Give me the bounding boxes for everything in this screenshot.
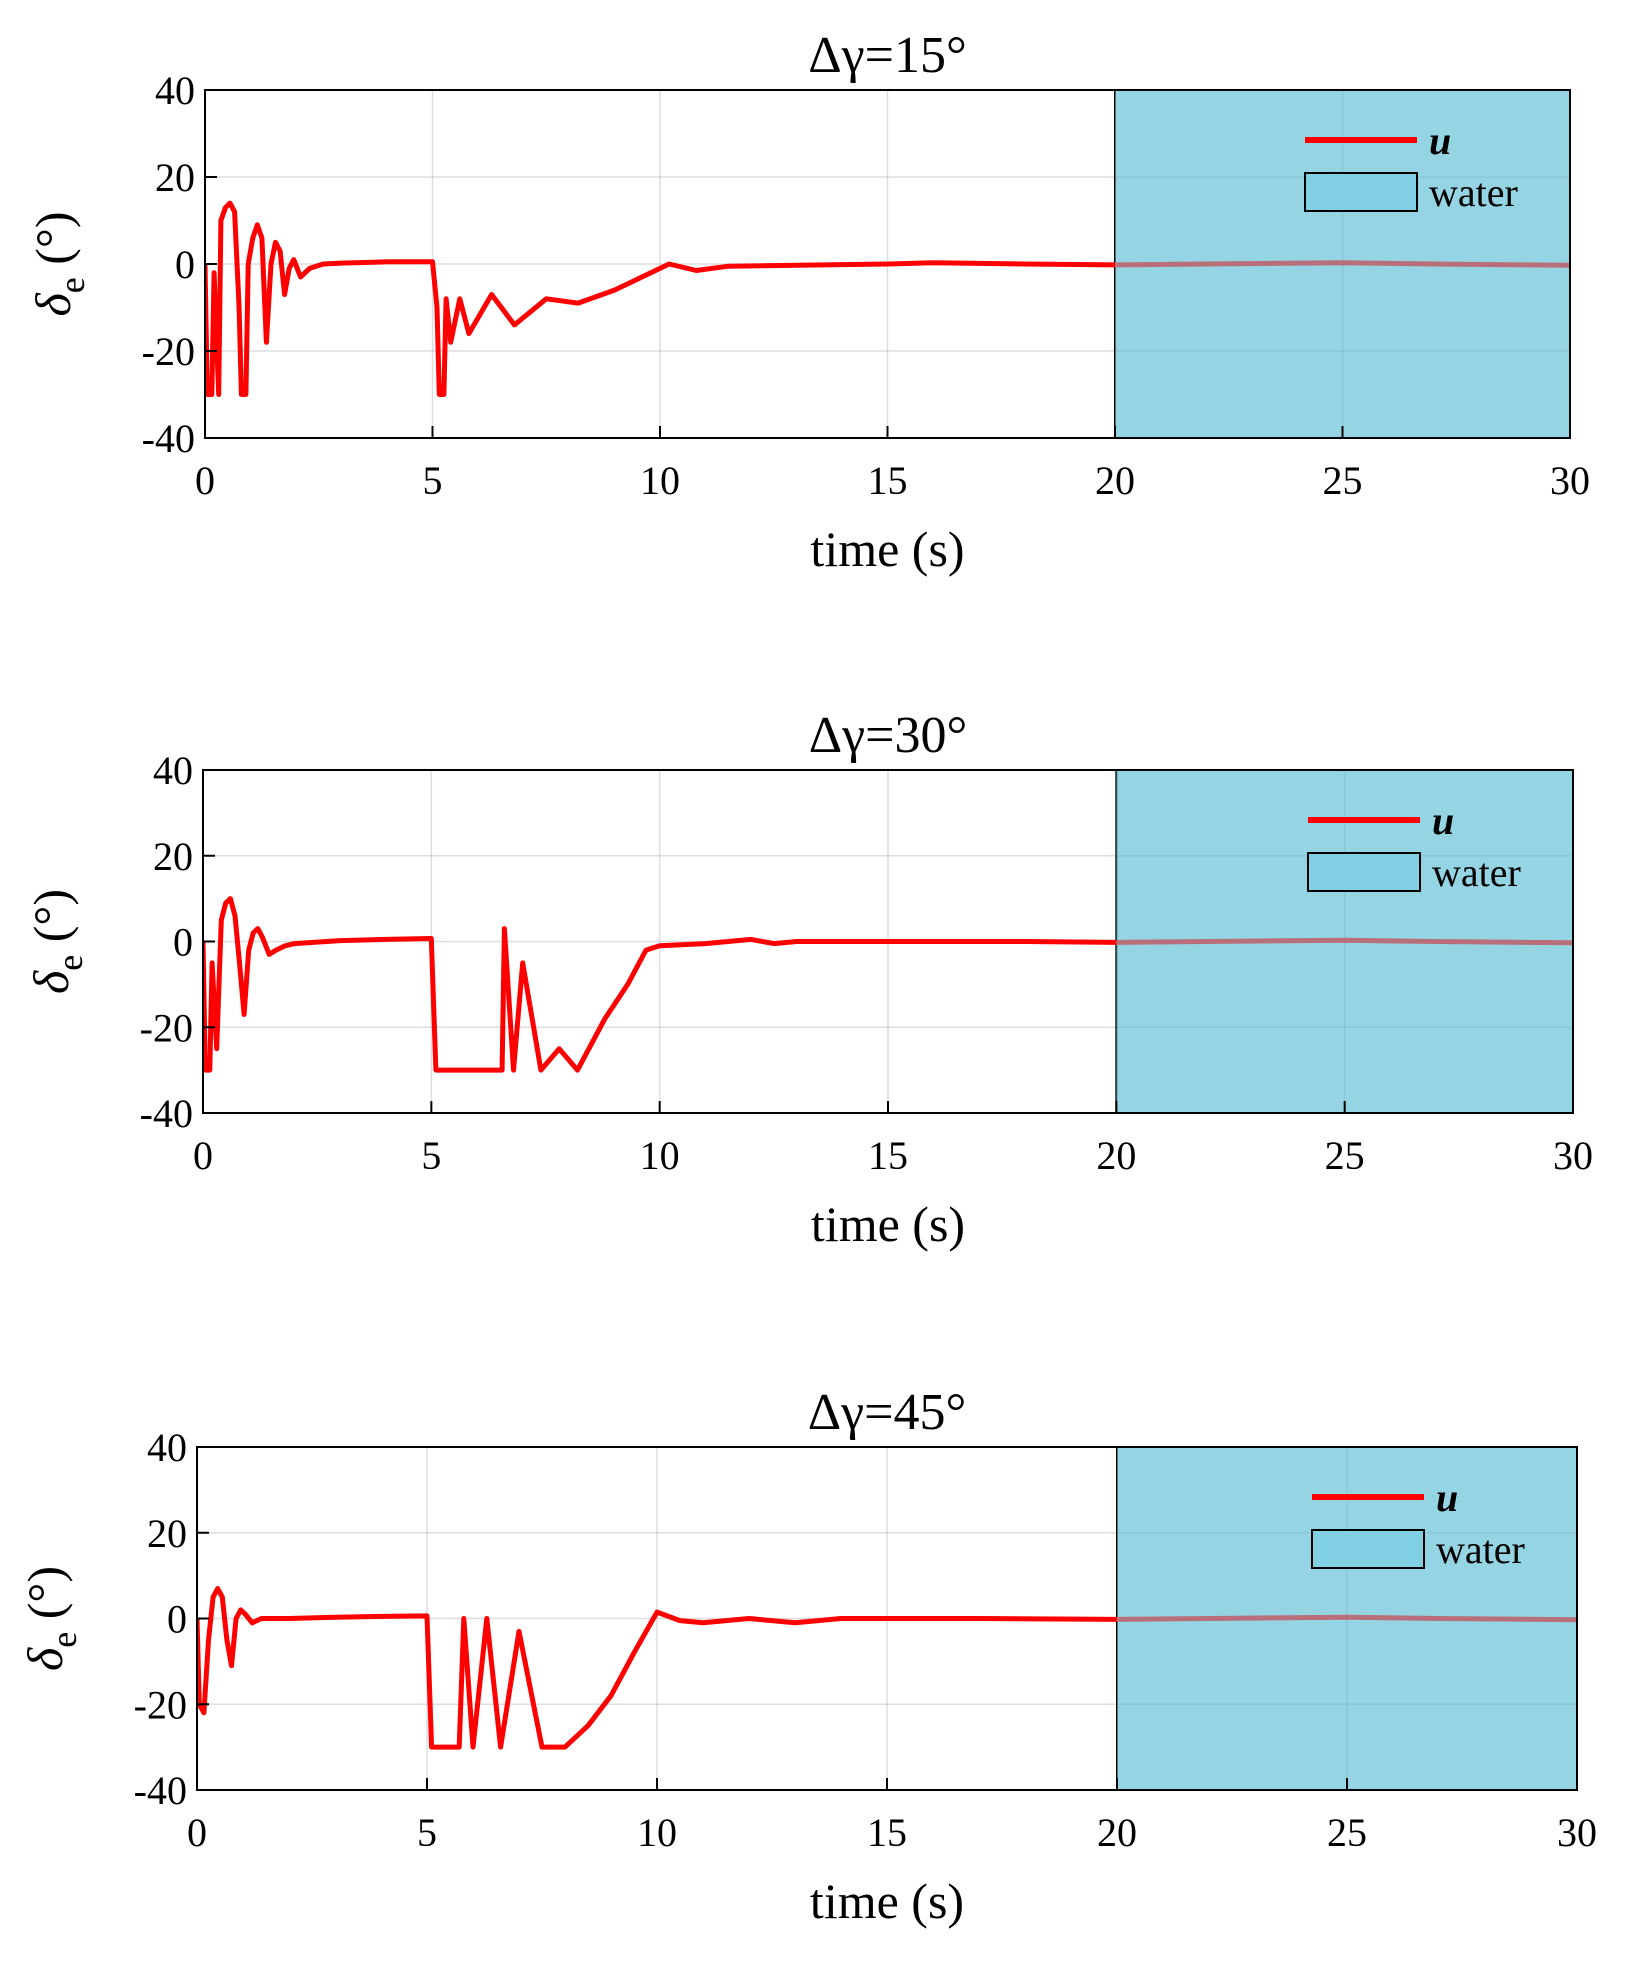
- chart-panel-3: 0 5 10 15 20 25 30 -40 -20 0 20 40 Δγ=45° time (s) δe …: [17, 1384, 1597, 1929]
- y-label-unit: (°): [17, 1566, 73, 1632]
- y-label-unit: (°): [23, 889, 79, 955]
- y-label-subscript: e: [52, 277, 92, 293]
- series-line-u: [205, 200, 1570, 397]
- legend-label-water: water: [1429, 170, 1518, 215]
- x-tick-label: 0: [193, 1133, 213, 1178]
- y-tick-label: -40: [142, 416, 195, 461]
- y-label-subscript: e: [50, 955, 90, 971]
- x-axis-label: time (s): [810, 1873, 964, 1929]
- y-tick-label: 0: [167, 1597, 187, 1642]
- x-tick-label: 15: [867, 1810, 907, 1855]
- legend-label-u: u: [1436, 1475, 1458, 1520]
- x-tick-label: 15: [868, 458, 908, 503]
- chart-panel-2: 0 5 10 15 20 25 30 -40 -20 0 20 40 Δγ=30° time (s) δe …: [23, 707, 1593, 1252]
- x-tick-label: 10: [637, 1810, 677, 1855]
- y-tick-label: 20: [153, 834, 193, 879]
- series-line-u: [197, 1586, 1577, 1750]
- y-tick-label: 40: [153, 748, 193, 793]
- x-tick-label: 25: [1327, 1810, 1367, 1855]
- x-tick-label: 30: [1553, 1133, 1593, 1178]
- x-tick-label: 25: [1323, 458, 1363, 503]
- y-label-subscript: e: [44, 1632, 84, 1648]
- chart-title: Δγ=15°: [808, 27, 967, 84]
- y-tick-label: -40: [134, 1768, 187, 1813]
- y-axis-label: δe (°): [17, 1566, 84, 1671]
- y-label-symbol: δ: [17, 1647, 73, 1671]
- y-axis-label: δe (°): [23, 889, 90, 994]
- y-tick-label: -20: [134, 1682, 187, 1727]
- water-overlay: [1117, 1447, 1577, 1790]
- chart-panel-1: 0 5 10 15 20 25 30 -40 -20 0 20 40 Δγ=15° time (s) δe …: [25, 27, 1590, 577]
- x-tick-label: 0: [187, 1810, 207, 1855]
- legend-label-u: u: [1432, 798, 1454, 843]
- series-line-u: [203, 896, 1573, 1073]
- x-tick-label: 5: [421, 1133, 441, 1178]
- y-tick-label: -20: [142, 329, 195, 374]
- water-overlay: [1116, 770, 1573, 1113]
- y-tick-label: 40: [155, 68, 195, 113]
- x-tick-label: 15: [868, 1133, 908, 1178]
- y-label-unit: (°): [25, 211, 81, 277]
- water-overlay: [1115, 90, 1570, 438]
- y-tick-label: 20: [147, 1511, 187, 1556]
- y-label-symbol: δ: [25, 293, 81, 317]
- legend-swatch-water: [1307, 852, 1421, 892]
- legend-label-water: water: [1436, 1527, 1525, 1572]
- legend-swatch-water: [1311, 1529, 1425, 1569]
- x-tick-label: 20: [1096, 1133, 1136, 1178]
- x-tick-label: 0: [195, 458, 215, 503]
- x-tick-label: 5: [417, 1810, 437, 1855]
- x-axis-label: time (s): [811, 1196, 965, 1252]
- charts-root: 0 5 10 15 20 25 30 -40 -20 0 20 40 Δγ=15° time (s) δe …: [17, 27, 1597, 1929]
- y-axis-label: δe (°): [25, 211, 92, 316]
- legend-swatch-water: [1304, 172, 1418, 212]
- y-tick-label: 0: [175, 242, 195, 287]
- y-label-symbol: δ: [23, 970, 79, 994]
- x-tick-label: 5: [423, 458, 443, 503]
- chart-title: Δγ=45°: [808, 1384, 967, 1441]
- y-tick-label: -20: [140, 1005, 193, 1050]
- x-tick-label: 30: [1557, 1810, 1597, 1855]
- y-tick-label: 40: [147, 1425, 187, 1470]
- x-tick-label: 10: [640, 458, 680, 503]
- x-tick-label: 25: [1325, 1133, 1365, 1178]
- chart-title: Δγ=30°: [809, 707, 968, 764]
- x-tick-label: 30: [1550, 458, 1590, 503]
- y-tick-label: 20: [155, 155, 195, 200]
- x-tick-label: 20: [1097, 1810, 1137, 1855]
- y-tick-label: -40: [140, 1091, 193, 1136]
- x-axis-label: time (s): [810, 521, 964, 577]
- legend-label-u: u: [1429, 118, 1451, 163]
- legend-label-water: water: [1432, 850, 1521, 895]
- x-tick-label: 20: [1095, 458, 1135, 503]
- y-tick-label: 0: [173, 920, 193, 965]
- x-tick-label: 10: [640, 1133, 680, 1178]
